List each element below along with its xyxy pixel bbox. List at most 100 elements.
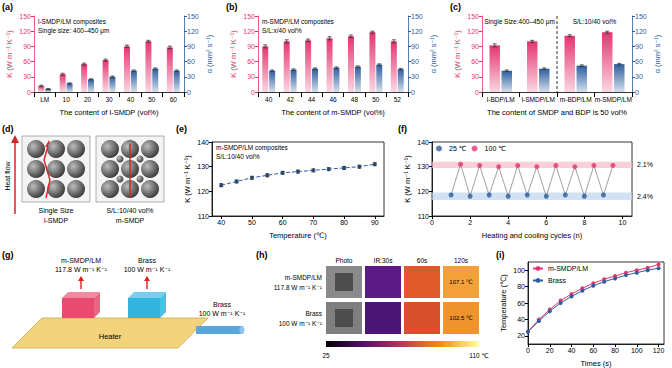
svg-text:48: 48 — [351, 96, 359, 103]
svg-text:44: 44 — [308, 96, 316, 103]
svg-text:2.4%: 2.4% — [637, 193, 653, 200]
svg-text:0: 0 — [526, 347, 530, 354]
svg-text:60: 60 — [471, 58, 479, 65]
svg-text:150: 150 — [19, 13, 31, 20]
svg-text:100 W m⁻¹ K⁻¹: 100 W m⁻¹ K⁻¹ — [199, 310, 246, 317]
svg-text:40: 40 — [568, 347, 576, 354]
svg-text:60: 60 — [170, 96, 178, 103]
svg-text:m-SMDP/LM: m-SMDP/LM — [595, 96, 632, 103]
svg-text:46: 46 — [329, 96, 337, 103]
svg-text:20: 20 — [84, 96, 92, 103]
svg-text:Single size: 400–450 μm: Single size: 400–450 μm — [38, 27, 109, 35]
svg-text:90: 90 — [635, 43, 643, 50]
svg-text:50: 50 — [148, 96, 156, 103]
svg-text:0: 0 — [27, 89, 31, 96]
svg-text:0: 0 — [251, 89, 255, 96]
svg-text:The content of l-SMDP (vol%): The content of l-SMDP (vol%) — [59, 108, 159, 117]
svg-text:40: 40 — [517, 316, 525, 323]
svg-text:Times (s): Times (s) — [581, 359, 612, 368]
svg-text:60: 60 — [187, 58, 195, 65]
svg-text:LM: LM — [40, 96, 49, 103]
svg-text:0: 0 — [475, 89, 479, 96]
svg-text:20: 20 — [517, 332, 525, 339]
svg-text:117.8 W m⁻¹ K⁻¹: 117.8 W m⁻¹ K⁻¹ — [274, 284, 323, 291]
svg-text:100 W m⁻¹ K⁻¹: 100 W m⁻¹ K⁻¹ — [124, 266, 171, 273]
svg-text:The content of m-SMDP (vol%): The content of m-SMDP (vol%) — [281, 108, 385, 117]
svg-text:(g): (g) — [2, 250, 14, 260]
svg-text:20: 20 — [546, 347, 554, 354]
svg-text:60: 60 — [411, 58, 419, 65]
svg-text:10: 10 — [619, 219, 627, 226]
svg-text:60: 60 — [589, 347, 597, 354]
svg-text:140: 140 — [417, 139, 429, 146]
svg-text:80: 80 — [517, 283, 525, 290]
svg-text:l-BDP/LM: l-BDP/LM — [487, 96, 515, 103]
svg-text:Temperature (℃): Temperature (℃) — [499, 274, 508, 332]
svg-text:(d): (d) — [2, 124, 14, 134]
svg-text:130: 130 — [197, 163, 209, 170]
svg-text:50: 50 — [372, 96, 380, 103]
svg-text:130: 130 — [417, 163, 429, 170]
svg-text:The content of SMDP and BDP is: The content of SMDP and BDP is 50 vol% — [487, 108, 627, 117]
svg-text:120: 120 — [197, 188, 209, 195]
svg-text:Single Size: Single Size — [38, 207, 73, 215]
svg-text:100 ℃: 100 ℃ — [485, 145, 507, 152]
svg-text:K (W m⁻¹ K⁻¹): K (W m⁻¹ K⁻¹) — [183, 155, 192, 203]
svg-text:60: 60 — [279, 219, 287, 226]
svg-text:40: 40 — [265, 96, 273, 103]
svg-text:150: 150 — [243, 13, 255, 20]
svg-text:100: 100 — [513, 267, 525, 274]
svg-text:4: 4 — [506, 219, 510, 226]
svg-text:l-SMDP/LM composites: l-SMDP/LM composites — [38, 18, 107, 26]
svg-text:110: 110 — [418, 213, 429, 220]
svg-text:90: 90 — [187, 43, 195, 50]
svg-text:S/L:10/40 vol%: S/L:10/40 vol% — [216, 153, 260, 160]
svg-text:Heat flow: Heat flow — [4, 160, 11, 190]
svg-text:80: 80 — [611, 347, 619, 354]
svg-text:2.1%: 2.1% — [637, 161, 653, 168]
svg-text:K (W m⁻¹ K⁻¹): K (W m⁻¹ K⁻¹) — [5, 30, 14, 78]
svg-text:α (mm² s⁻¹): α (mm² s⁻¹) — [653, 34, 662, 73]
svg-text:Heating and cooling cycles (n): Heating and cooling cycles (n) — [482, 231, 583, 240]
svg-text:0: 0 — [411, 89, 415, 96]
svg-text:2: 2 — [468, 219, 472, 226]
svg-text:30: 30 — [247, 73, 255, 80]
svg-text:Brass: Brass — [548, 277, 566, 284]
svg-text:100 W m⁻¹ K⁻¹: 100 W m⁻¹ K⁻¹ — [279, 320, 323, 327]
svg-text:Brass: Brass — [213, 301, 231, 308]
svg-text:Temperature (℃): Temperature (℃) — [269, 231, 327, 240]
svg-text:(c): (c) — [450, 2, 461, 12]
svg-text:90: 90 — [371, 219, 379, 226]
svg-text:m-BDP/LM: m-BDP/LM — [560, 96, 592, 103]
svg-text:52: 52 — [394, 96, 402, 103]
svg-text:8: 8 — [582, 219, 586, 226]
svg-text:150: 150 — [187, 13, 199, 20]
svg-text:IR:30s: IR:30s — [374, 257, 394, 264]
svg-text:α (mm² s⁻¹): α (mm² s⁻¹) — [205, 34, 214, 73]
svg-text:40: 40 — [127, 96, 135, 103]
svg-text:110 ℃: 110 ℃ — [469, 352, 488, 359]
svg-text:40: 40 — [217, 219, 225, 226]
svg-text:0: 0 — [635, 89, 639, 96]
svg-text:110: 110 — [198, 213, 209, 220]
svg-text:120: 120 — [187, 28, 199, 35]
svg-text:90: 90 — [411, 43, 419, 50]
svg-text:(b): (b) — [226, 2, 238, 12]
svg-text:S/L:x/40 vol%: S/L:x/40 vol% — [262, 27, 302, 34]
svg-text:60: 60 — [517, 300, 525, 307]
svg-text:107.1 ℃: 107.1 ℃ — [449, 279, 473, 285]
svg-text:Brass: Brass — [138, 257, 156, 264]
svg-text:Single Size:400–450 μm: Single Size:400–450 μm — [484, 18, 555, 26]
svg-text:0: 0 — [187, 89, 191, 96]
svg-text:60: 60 — [635, 58, 643, 65]
svg-text:90: 90 — [247, 43, 255, 50]
svg-text:m-SMDP/LM composites: m-SMDP/LM composites — [216, 144, 289, 152]
svg-text:30: 30 — [23, 73, 31, 80]
svg-text:S/L:10/40 vol%: S/L:10/40 vol% — [573, 18, 617, 25]
svg-text:120: 120 — [635, 28, 647, 35]
svg-text:30: 30 — [471, 73, 479, 80]
svg-text:30: 30 — [105, 96, 113, 103]
svg-text:150: 150 — [635, 13, 647, 20]
svg-text:25: 25 — [322, 352, 330, 359]
svg-text:100: 100 — [631, 347, 643, 354]
